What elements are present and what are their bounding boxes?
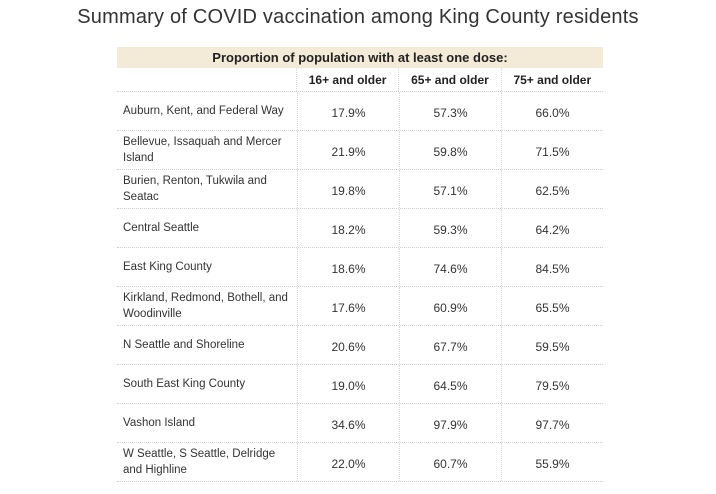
value-cell: 62.5%	[501, 170, 603, 208]
value-cell: 55.9%	[501, 443, 603, 481]
value-cell: 64.2%	[501, 209, 603, 247]
table-row: N Seattle and Shoreline 20.6% 67.7% 59.5%	[117, 326, 603, 365]
row-label: Kirkland, Redmond, Bothell, and Woodinvi…	[123, 292, 288, 320]
value-cell: 64.5%	[399, 365, 501, 403]
table-row: Bellevue, Issaquah and Mercer Island 21.9…	[117, 131, 603, 170]
value-cell: 65.5%	[501, 287, 603, 325]
value-cell: 84.5%	[501, 248, 603, 286]
row-label: N Seattle and Shoreline	[123, 339, 245, 351]
table-row: W Seattle, S Seattle, Delridge and Highl…	[117, 443, 603, 482]
page-title: Summary of COVID vaccination among King …	[77, 6, 639, 28]
value-cell: 20.6%	[297, 326, 399, 364]
table-title: Proportion of population with at least o…	[117, 47, 603, 68]
value-cell: 71.5%	[501, 131, 603, 169]
value-cell: 66.0%	[501, 92, 603, 130]
column-header: 16+ and older	[295, 68, 398, 91]
row-label: East King County	[123, 261, 212, 273]
column-header: 65+ and older	[398, 68, 500, 91]
value-cell: 19.8%	[297, 170, 399, 208]
table-body: Auburn, Kent, and Federal Way 17.9% 57.3% 6…	[117, 92, 603, 482]
value-cell: 59.3%	[399, 209, 501, 247]
value-cell: 34.6%	[297, 404, 399, 442]
value-cell: 60.7%	[399, 443, 501, 481]
value-cell: 60.9%	[399, 287, 501, 325]
value-cell: 97.7%	[501, 404, 603, 442]
value-cell: 74.6%	[399, 248, 501, 286]
table-row: Central Seattle 18.2% 59.3% 64.2%	[117, 209, 603, 248]
value-cell: 57.3%	[399, 92, 501, 130]
value-cell: 79.5%	[501, 365, 603, 403]
value-cell: 57.1%	[399, 170, 501, 208]
column-header: 75+ and older	[500, 68, 603, 91]
value-cell: 59.8%	[399, 131, 501, 169]
row-label: Burien, Renton, Tukwila and Seatac	[123, 175, 267, 203]
table-row: South East King County 19.0% 64.5% 79.5%	[117, 365, 603, 404]
value-cell: 67.7%	[399, 326, 501, 364]
value-cell: 22.0%	[297, 443, 399, 481]
row-label: W Seattle, S Seattle, Delridge and Highl…	[123, 448, 276, 476]
value-cell: 18.6%	[297, 248, 399, 286]
table-row: Vashon Island 34.6% 97.9% 97.7%	[117, 404, 603, 443]
row-label: Vashon Island	[123, 417, 196, 429]
row-label: Central Seattle	[123, 222, 200, 234]
row-label: Bellevue, Issaquah and Mercer Island	[123, 136, 282, 164]
table-row: Auburn, Kent, and Federal Way 17.9% 57.3% 6…	[117, 92, 603, 131]
table-row: East King County 18.6% 74.6% 84.5%	[117, 248, 603, 287]
vaccination-table: Proportion of population with at least o…	[117, 47, 603, 482]
value-cell: 19.0%	[297, 365, 399, 403]
table-row: Burien, Renton, Tukwila and Seatac 19.8% 5…	[117, 170, 603, 209]
row-label: South East King County	[123, 378, 246, 390]
value-cell: 17.9%	[297, 92, 399, 130]
value-cell: 21.9%	[297, 131, 399, 169]
empty-header-cell	[117, 68, 296, 91]
value-cell: 59.5%	[501, 326, 603, 364]
value-cell: 18.2%	[297, 209, 399, 247]
value-cell: 97.9%	[399, 404, 501, 442]
row-label: Auburn, Kent, and Federal Way	[123, 105, 284, 117]
column-header-row: 16+ and older 65+ and older 75+ and olde…	[117, 68, 603, 92]
value-cell: 17.6%	[297, 287, 399, 325]
table-row: Kirkland, Redmond, Bothell, and Woodinvi…	[117, 287, 603, 326]
